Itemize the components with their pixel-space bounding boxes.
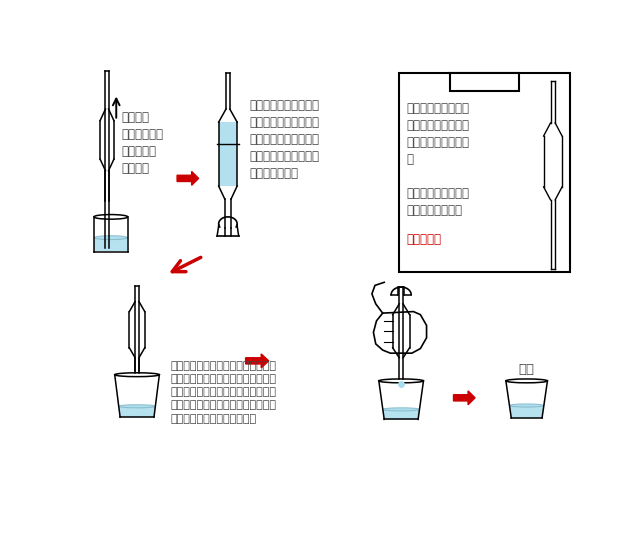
Bar <box>399 73 570 271</box>
Text: 口または
ピペッターで
試料を吸い
上げる。: 口または ピペッターで 試料を吸い 上げる。 <box>122 111 164 175</box>
Polygon shape <box>119 406 156 417</box>
Text: コニカルビーカーに試料を入れる。
このとき先端に少量の試料が残るこ
とがあるが、上部を指で押さえ、膨
らんだ部分を握って温めると膨張し
た空気に押されて滴下する: コニカルビーカーに試料を入れる。 このとき先端に少量の試料が残るこ とがあるが、… <box>170 361 276 424</box>
Bar <box>94 238 127 251</box>
Ellipse shape <box>119 405 156 408</box>
Text: 共洗い必要: 共洗い必要 <box>406 233 442 246</box>
Bar <box>450 73 519 91</box>
Polygon shape <box>246 354 269 368</box>
Polygon shape <box>509 405 544 418</box>
Ellipse shape <box>509 404 544 407</box>
Ellipse shape <box>383 408 419 411</box>
Text: 完成: 完成 <box>518 363 534 376</box>
Polygon shape <box>383 409 419 419</box>
Text: 指で上部の穴を抑える
と液が落ちない。少し
多めに試料を取り、標
線と水面が一致するよ
うに調整する。: 指で上部の穴を抑える と液が落ちない。少し 多めに試料を取り、標 線と水面が一致… <box>250 99 319 180</box>
Polygon shape <box>454 391 475 405</box>
Text: 標線まで溶液を入れ
ると、一定体積の溶
液を正確に量り取れ
る: 標線まで溶液を入れ ると、一定体積の溶 液を正確に量り取れ る <box>406 102 470 166</box>
Polygon shape <box>177 171 198 185</box>
Polygon shape <box>219 122 237 186</box>
Text: ビュレット: ビュレット <box>463 76 506 91</box>
Text: 正確な体積の試料を
取るのに用いる。: 正確な体積の試料を 取るのに用いる。 <box>406 187 470 217</box>
Ellipse shape <box>94 236 127 240</box>
